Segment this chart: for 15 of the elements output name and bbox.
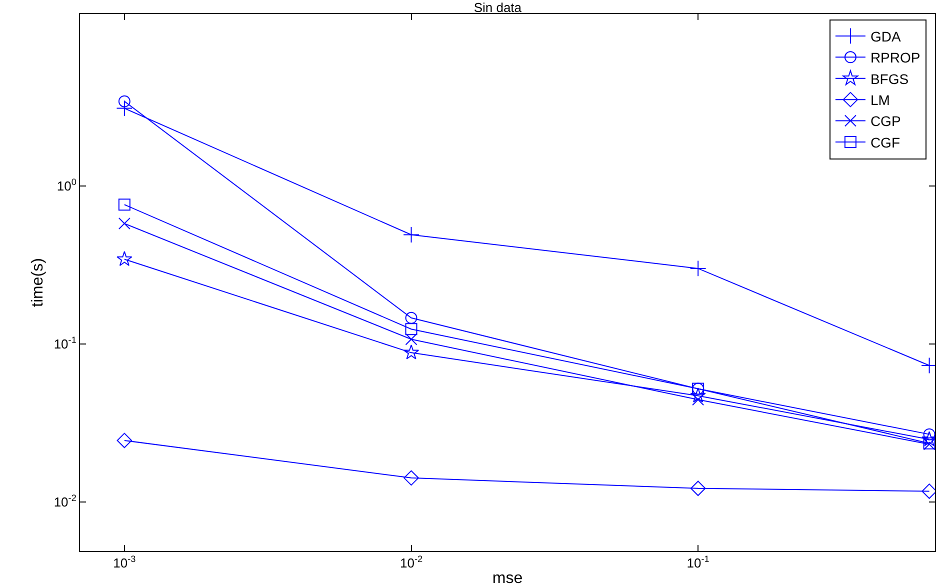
legend-label: LM [870,92,890,108]
x-axis-title: mse [492,570,523,587]
legend-label: RPROP [870,50,920,66]
chart-title: Sin data [474,0,522,16]
y-tick-label: 10$^{-2}$ [54,493,76,510]
y-tick-label: 10$^{0}$ [56,176,76,194]
y-axis-title: time(s) [30,258,47,307]
legend-label: GDA [870,28,902,44]
x-tick-label: 10$^{-3}$ [113,554,136,571]
x-tick-label: 10$^{-1}$ [686,554,710,571]
legend-label: CGP [870,113,901,130]
y-tick-label: 10$^{-1}$ [54,334,76,352]
x-tick-label: 10$^{-2}$ [400,554,423,571]
legend-label: CGF [870,134,900,150]
legend-label: BFGS [870,70,909,87]
